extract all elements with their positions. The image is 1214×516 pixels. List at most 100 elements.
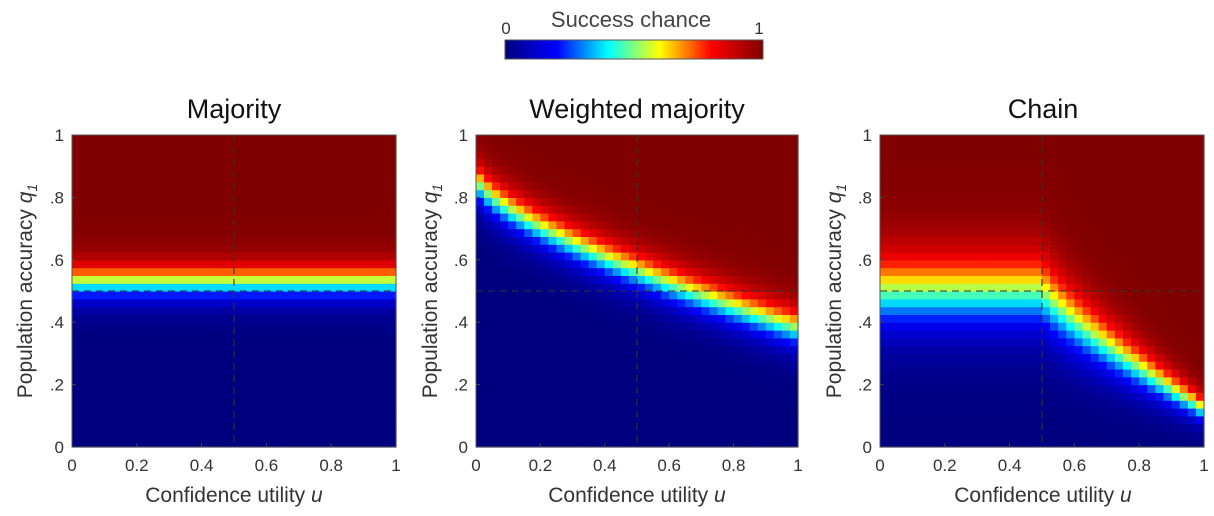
heatmap-cell [920,353,930,362]
heatmap-cell [789,306,799,315]
heatmap-cell [944,376,954,386]
heatmap-cell [1082,142,1092,152]
heatmap-cell [80,135,89,144]
heatmap-cell [242,150,251,159]
heatmap-cell [789,181,799,191]
y-tick-label: 1 [55,126,64,145]
heatmap-cell [548,197,558,206]
heatmap-cell [371,267,381,276]
heatmap-cell [274,267,284,276]
heatmap-cell [1179,306,1189,315]
heatmap-cell [500,306,509,315]
heatmap-cell [1114,213,1124,222]
heatmap-cell [1017,337,1027,347]
heatmap-cell [72,166,81,175]
heatmap-cell [282,283,292,292]
heatmap-cell [153,236,162,245]
heatmap-cell [789,369,799,378]
heatmap-cell [749,415,759,425]
heatmap-cell [733,205,743,214]
heatmap-cell [306,205,316,214]
heatmap-cell [1017,166,1027,175]
heatmap-cell [944,189,954,198]
heatmap-cell [1106,150,1116,159]
heatmap-cell [952,408,962,417]
heatmap-cell [508,197,517,206]
heatmap-cell [725,220,735,230]
heatmap-cell [653,361,662,370]
heatmap-cell [596,166,606,175]
heatmap-cell [476,189,485,198]
heatmap-cell [1009,228,1019,237]
heatmap-cell [298,298,308,308]
heatmap-cell [669,353,678,362]
heatmap-cell [985,197,994,206]
heatmap-cell [144,142,154,152]
heatmap-cell [169,259,178,269]
heatmap-cell [564,439,574,448]
heatmap-cell [225,181,235,191]
heatmap-cell [1074,306,1084,315]
heatmap-cell [749,275,759,284]
heatmap-cell [961,345,970,354]
heatmap-cell [315,361,324,370]
heatmap-cell [717,236,727,245]
heatmap-cell [944,236,954,245]
heatmap-cell [331,174,340,183]
heatmap-cell [1090,291,1100,300]
axis-ticks: 0 0.2 0.4 0.6 0.8 10.2.4.6.81 [858,126,1209,475]
heatmap-cell [961,174,970,183]
heatmap-cell [532,322,541,331]
heatmap-cell [306,415,316,425]
heatmap-cell [371,353,381,362]
heatmap-cell [1033,298,1043,308]
heatmap-cell [1058,181,1067,191]
heatmap-cell [977,314,986,323]
heatmap-cell [306,259,316,269]
heatmap-cell [363,369,373,378]
heatmap-cell [1179,384,1189,393]
heatmap-cell [193,298,203,308]
heatmap-cell [88,353,97,362]
heatmap-cell [1001,189,1011,198]
heatmap-cell [628,376,638,386]
heatmap-cell [741,150,751,159]
heatmap-cell [1074,197,1084,206]
heatmap-cell [258,345,267,354]
heatmap-cell [1106,267,1116,276]
heatmap-cell [355,181,365,191]
heatmap-cell [773,423,783,432]
heatmap-cell [556,220,566,230]
heatmap-cell [1139,158,1148,167]
heatmap-cell [564,236,574,245]
heatmap-cell [250,220,259,230]
heatmap-cell [556,314,566,323]
heatmap-cell [637,244,646,253]
heatmap-cell [985,337,994,347]
heatmap-cell [580,314,590,323]
heatmap-cell [1163,181,1173,191]
heatmap-cell [757,369,767,378]
heatmap-cell [112,236,122,245]
heatmap-cell [1058,252,1067,261]
heatmap-cell [80,353,89,362]
heatmap-cell [580,291,590,300]
heatmap-cell [88,337,97,347]
heatmap-cell [896,244,905,253]
heatmap-cell [952,158,962,167]
heatmap-cell [912,369,922,378]
heatmap-cell [952,228,962,237]
heatmap-cell [476,415,485,425]
heatmap-cell [1171,275,1181,284]
heatmap-cell [1139,291,1148,300]
heatmap-cell [193,291,203,300]
heatmap-cell [1098,142,1108,152]
heatmap-cell [709,439,719,448]
heatmap-cell [1123,252,1132,261]
heatmap-cell [1123,439,1132,448]
heatmap-cell [1131,361,1140,370]
heatmap-cell [258,236,267,245]
y-axis-label: Population accuracy q1 [14,184,40,398]
heatmap-cell [500,275,509,284]
heatmap-cell [153,158,162,167]
